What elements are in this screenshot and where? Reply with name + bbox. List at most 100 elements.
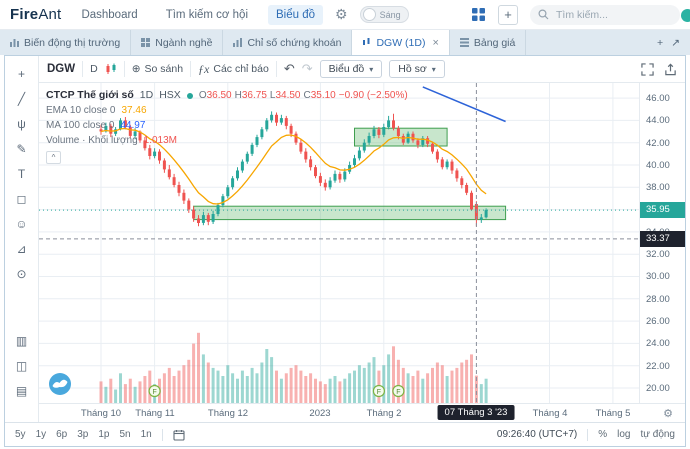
divider (82, 61, 84, 77)
tool-shapes-icon[interactable]: ◻ (16, 191, 27, 206)
price-axis-label: 20.00 (646, 383, 670, 394)
tool-crosshair-icon[interactable]: + (17, 66, 25, 81)
add-tab-icon[interactable]: + (657, 36, 664, 49)
nav-item-opportunity-search[interactable]: Tìm kiếm cơ hội (165, 8, 249, 21)
ohlc-open-value: 36.50 (206, 90, 232, 101)
search-input[interactable] (554, 7, 664, 22)
volume-label[interactable]: Volume · Khối lượng (46, 135, 138, 146)
crosshair-date-badge: 07 Tháng 3 '23 (437, 405, 515, 420)
tool-text-icon[interactable]: T (17, 166, 26, 181)
market-status-dot (186, 92, 193, 99)
price-axis-label: 42.00 (646, 138, 670, 149)
add-widget-button[interactable]: + (498, 4, 518, 25)
time-axis-label: Tháng 2 (366, 408, 402, 419)
apps-grid-icon[interactable] (471, 7, 486, 22)
fullscreen-icon[interactable] (641, 62, 654, 76)
share-icon[interactable] (664, 63, 677, 76)
chart-widget: + ╱ ψ ✎ T ◻ ☺ ⊿ ⊙ ▥ ◫ ▤ DGW D ⊕ So sánh ƒx Các chỉ … (4, 55, 686, 447)
range-5d[interactable]: 5n (119, 429, 131, 440)
tab-price-board[interactable]: Bảng giá (450, 30, 527, 55)
workspace-tabbar: Biến động thị trường Ngành nghề Chỉ số c… (0, 30, 690, 55)
tab-market-movement[interactable]: Biến động thị trường (0, 30, 132, 55)
range-5y[interactable]: 5y (15, 429, 26, 440)
tab-label: Chỉ số chứng khoán (247, 36, 342, 49)
chevron-down-icon: ▾ (431, 64, 436, 74)
range-1d[interactable]: 1n (140, 429, 152, 440)
compare-button[interactable]: ⊕ So sánh (132, 63, 183, 75)
chevron-down-icon: ▾ (369, 64, 374, 74)
ema-label[interactable]: EMA 10 close 0 (46, 105, 116, 116)
range-6m[interactable]: 6p (56, 429, 68, 440)
price-axis-label: 46.00 (646, 93, 670, 104)
divider (190, 61, 192, 77)
redo-icon[interactable]: ↷ (301, 61, 313, 76)
price-axis-label: 44.00 (646, 115, 670, 126)
chart-menu-button[interactable]: Biểu đồ ▾ (319, 60, 383, 78)
range-3m[interactable]: 3p (77, 429, 89, 440)
chart-bottom-bar: 5y 1y 6p 3p 1p 5n 1n 09:26:40 (UTC+7) % … (5, 422, 685, 446)
settings-gear-icon[interactable]: ⚙ (335, 6, 348, 22)
price-axis-label: 32.00 (646, 249, 670, 260)
ohlc-low-label: L (269, 90, 276, 101)
tool-zoom-icon[interactable]: ⊙ (16, 266, 27, 281)
tool-pitchfork-icon[interactable]: ψ (17, 116, 26, 131)
tool-measure-icon[interactable]: ⊿ (16, 241, 27, 256)
popout-icon[interactable]: ↗ (671, 36, 680, 49)
chat-bubble-icon[interactable] (681, 9, 690, 22)
axis-settings-gear-icon[interactable]: ⚙ (663, 408, 673, 420)
tab-sectors[interactable]: Ngành nghề (131, 30, 224, 55)
auto-scale-button[interactable]: tự động (640, 429, 676, 440)
tool-brush-icon[interactable]: ✎ (16, 141, 27, 156)
close-tab-icon[interactable]: × (432, 36, 439, 49)
search-icon (538, 9, 549, 20)
clock-label[interactable]: 09:26:40 (UTC+7) (496, 429, 578, 440)
time-axis[interactable]: ⚙ Tháng 10 Tháng 11 Tháng 12 2023 Tháng 2 Thá… (39, 403, 685, 422)
instrument-name[interactable]: CTCP Thế giới số (46, 89, 134, 101)
tool-range-tool-icon[interactable]: ▤ (15, 383, 28, 398)
nav-item-charts[interactable]: Biểu đồ (268, 4, 324, 25)
chart-type-icon[interactable] (105, 63, 117, 75)
range-1y[interactable]: 1y (35, 429, 47, 440)
symbol-label[interactable]: DGW (47, 63, 76, 75)
undo-icon[interactable]: ↶ (283, 61, 295, 76)
interval-selector[interactable]: D (90, 63, 98, 75)
indicators-button[interactable]: ƒx Các chỉ báo (198, 62, 269, 77)
candlestick-icon (363, 38, 370, 45)
ma-value: 44.97 (120, 120, 146, 131)
ma-label[interactable]: MA 100 close 0 (46, 120, 115, 131)
tool-emoji-icon[interactable]: ☺ (15, 216, 28, 231)
change-value: −0.90 (−2.50%) (338, 90, 408, 101)
last-price-badge: 35.95 (640, 202, 685, 218)
tab-indices[interactable]: Chỉ số chứng khoán (223, 30, 353, 55)
drawing-tools-sidebar: + ╱ ψ ✎ T ◻ ☺ ⊿ ⊙ ▥ ◫ ▤ (5, 56, 39, 422)
nav-item-dashboard[interactable]: Dashboard (81, 8, 138, 21)
tool-trend-line-icon[interactable]: ╱ (17, 91, 26, 106)
profile-menu-button[interactable]: Hồ sơ ▾ (389, 60, 445, 78)
svg-text:F: F (152, 389, 156, 396)
legend-exchange: HSX (159, 89, 181, 101)
price-axis[interactable]: 46.0044.0042.0040.0038.0036.0034.0032.00… (639, 83, 685, 403)
log-scale-button[interactable]: log (617, 429, 631, 440)
calendar-icon[interactable] (173, 429, 185, 441)
ohlc-close-value: 35.10 (310, 90, 336, 101)
tool-bar-pattern-icon[interactable]: ▥ (15, 333, 28, 348)
global-search[interactable] (530, 4, 680, 25)
chart-plot-area: FFF 46.0044.0042.0040.0038.0036.0034.003… (39, 83, 685, 403)
price-axis-label: 28.00 (646, 294, 670, 305)
fireant-logo[interactable]: FireAnt (10, 6, 61, 23)
range-1m[interactable]: 1p (98, 429, 110, 440)
time-axis-label: Tháng 12 (207, 408, 249, 419)
top-navbar: FireAnt Dashboard Tìm kiếm cơ hội Biểu đ… (0, 0, 690, 30)
ohlc-low-value: 34.50 (275, 90, 301, 101)
volume-value: 1.013M (143, 135, 177, 146)
price-axis-label: 40.00 (646, 160, 670, 171)
svg-text:F: F (377, 389, 381, 396)
divider (275, 61, 277, 77)
theme-toggle[interactable]: Sáng (359, 6, 409, 23)
percent-scale-button[interactable]: % (598, 429, 608, 440)
legend-collapse-button[interactable]: ^ (46, 151, 61, 164)
crosshair-price-badge: 33.37 (640, 231, 685, 247)
tab-dgw-chart[interactable]: DGW (1D) × (352, 30, 450, 55)
tool-forecast-icon[interactable]: ◫ (15, 358, 28, 373)
